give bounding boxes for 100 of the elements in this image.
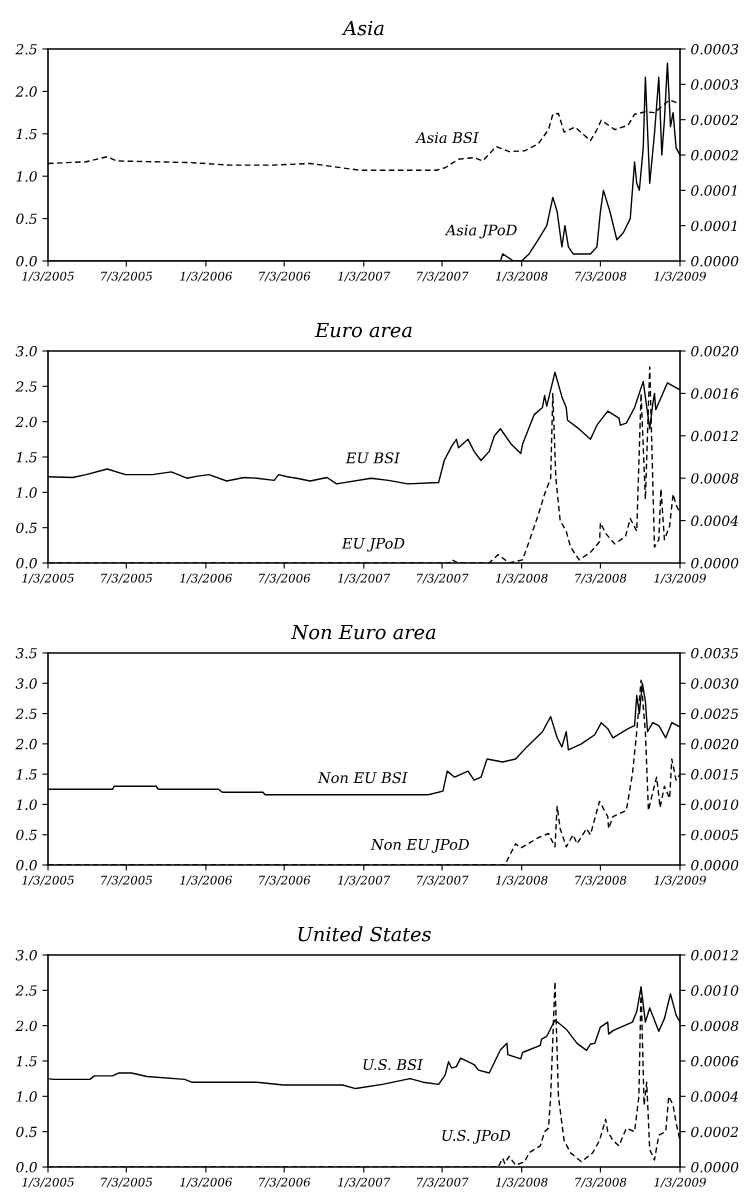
chart-title: Non Euro area (290, 624, 436, 640)
y2-tick-label: 0.0016 (691, 388, 739, 399)
y2-tick-label: 0.0008 (691, 1020, 739, 1032)
y2-tick-label: 0.0035 (691, 647, 739, 659)
x-tick-label: 7/3/2008 (575, 573, 627, 584)
x-tick-label: 1/3/2008 (495, 271, 548, 282)
y-tick-label: 1.5 (16, 1055, 37, 1067)
y-tick-label: 2.5 (15, 381, 37, 392)
x-tick-label: 7/3/2006 (259, 271, 311, 282)
x-tick-label: 7/3/2005 (101, 573, 153, 584)
x-tick-label: 1/3/2007 (338, 1177, 391, 1188)
y2-tick-label: 0.0002 (691, 114, 739, 126)
x-tick-label: 7/3/2006 (259, 875, 311, 886)
y2-tick-label: 0.0020 (691, 345, 739, 357)
y2-tick-label: 0.0012 (691, 949, 739, 961)
y2-tick-label: 0.0006 (691, 1055, 739, 1067)
y-tick-label: 3.0 (15, 345, 37, 357)
x-tick-label: 1/3/2008 (495, 1177, 548, 1188)
series-label: Non EU JPoD (370, 839, 469, 853)
series-label: EU BSI (345, 452, 401, 464)
y2-tick-label: 0.0000 (691, 255, 739, 267)
y-tick-label: 1.5 (16, 451, 37, 463)
series-label: Asia BSI (415, 132, 479, 144)
y-tick-label: 2.0 (15, 416, 37, 428)
y2-tick-label: 0.0010 (691, 799, 739, 810)
y-tick-label: 2.0 (15, 1020, 37, 1032)
x-tick-label: 7/3/2005 (101, 875, 153, 886)
y2-tick-label: 0.0005 (691, 829, 739, 841)
series-label: U.S. BSI (363, 1059, 424, 1071)
y2-tick-label: 0.0001 (691, 185, 737, 196)
series-label: Asia JPoD (444, 224, 517, 239)
x-tick-label: 7/3/2007 (417, 573, 469, 584)
x-tick-label: 1/3/2005 (22, 271, 74, 282)
y-tick-label: 0.5 (16, 522, 37, 534)
series-label: Non EU BSI (317, 772, 408, 784)
x-tick-label: 1/3/2005 (22, 875, 74, 886)
y-tick-label: 2.5 (15, 985, 37, 996)
y2-tick-label: 0.0030 (691, 678, 739, 689)
y2-tick-label: 0.0001 (691, 220, 737, 232)
y-tick-label: 3.0 (15, 678, 37, 689)
x-tick-label: 7/3/2007 (417, 1177, 469, 1188)
series-label: EU JPoD (341, 537, 405, 552)
x-tick-label: 7/3/2008 (575, 1177, 627, 1188)
y-tick-label: 2.5 (15, 708, 37, 720)
x-tick-label: 7/3/2005 (101, 271, 153, 282)
x-tick-label: 1/3/2009 (654, 271, 706, 282)
x-tick-label: 7/3/2008 (575, 875, 627, 886)
x-tick-label: 1/3/2005 (22, 1177, 74, 1188)
x-tick-label: 1/3/2005 (22, 573, 74, 584)
y2-tick-label: 0.0015 (691, 769, 739, 780)
y-tick-label: 2.0 (15, 738, 37, 750)
y2-tick-label: 0.0000 (691, 859, 739, 871)
x-tick-label: 7/3/2007 (417, 271, 469, 282)
y2-tick-label: 0.0002 (691, 1126, 739, 1138)
y-tick-label: 2.0 (15, 86, 37, 97)
y-tick-label: 0.5 (16, 1126, 37, 1138)
x-tick-label: 7/3/2006 (259, 573, 311, 584)
y-tick-label: 1.5 (16, 769, 37, 780)
chart-title: Euro area (314, 322, 412, 338)
y-tick-label: 3.0 (15, 949, 37, 961)
y2-tick-label: 0.0000 (691, 557, 739, 569)
y2-tick-label: 0.0004 (691, 515, 738, 527)
x-tick-label: 1/3/2008 (495, 573, 548, 584)
y-tick-label: 3.5 (15, 647, 37, 659)
x-tick-label: 7/3/2005 (101, 1177, 153, 1188)
x-tick-label: 7/3/2008 (575, 271, 627, 282)
y-tick-label: 1.0 (16, 1091, 37, 1102)
series-label: U.S. JPoD (442, 1129, 511, 1144)
y2-tick-label: 0.0012 (691, 430, 739, 442)
x-tick-label: 1/3/2009 (654, 875, 706, 886)
y2-tick-label: 0.0025 (691, 708, 739, 720)
chart-title: Asia (341, 20, 384, 36)
y-tick-label: 0.0 (16, 1161, 37, 1173)
y-tick-label: 0.0 (16, 255, 37, 267)
chart-title: United States (298, 926, 431, 942)
y2-tick-label: 0.0000 (691, 1161, 739, 1173)
y-tick-label: 1.0 (16, 799, 37, 810)
x-tick-label: 1/3/2007 (338, 573, 391, 584)
y-tick-label: 0.0 (16, 859, 37, 871)
y-tick-label: 0.5 (16, 829, 37, 841)
y2-tick-label: 0.0003 (691, 79, 739, 90)
x-tick-label: 7/3/2006 (259, 1177, 311, 1188)
y2-tick-label: 0.0002 (691, 149, 739, 161)
x-tick-label: 1/3/2006 (180, 573, 233, 584)
y-tick-label: 1.0 (16, 171, 37, 182)
x-tick-label: 7/3/2007 (417, 875, 469, 886)
y2-tick-label: 0.0020 (691, 738, 739, 750)
y2-tick-label: 0.0010 (691, 985, 739, 996)
x-tick-label: 1/3/2009 (654, 573, 706, 584)
y-tick-label: 1.0 (16, 487, 37, 498)
y2-tick-label: 0.0004 (691, 1091, 738, 1102)
x-tick-label: 1/3/2007 (338, 271, 391, 282)
x-tick-label: 1/3/2006 (180, 1177, 233, 1188)
y-tick-label: 1.5 (16, 128, 37, 140)
x-tick-label: 1/3/2006 (180, 271, 233, 282)
x-tick-label: 1/3/2008 (495, 875, 548, 886)
x-tick-label: 1/3/2009 (654, 1177, 706, 1188)
x-tick-label: 1/3/2007 (338, 875, 391, 886)
y-tick-label: 2.5 (15, 43, 37, 55)
y-tick-label: 0.0 (16, 557, 37, 569)
